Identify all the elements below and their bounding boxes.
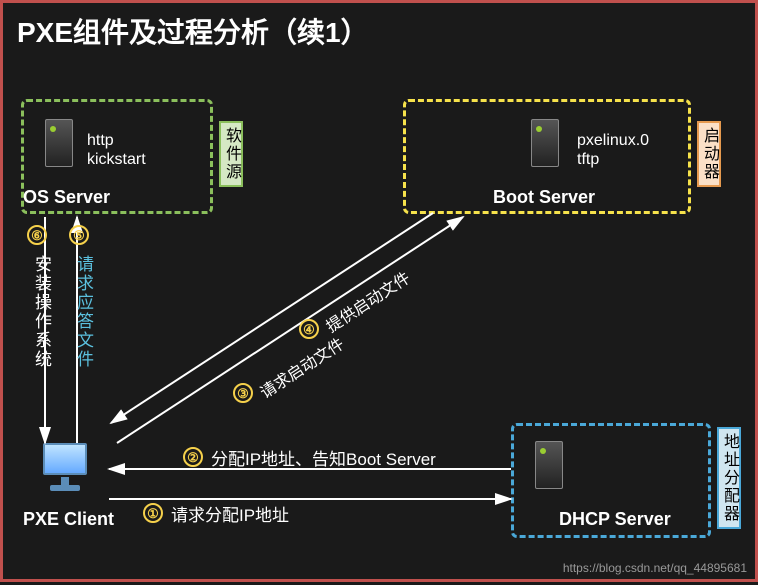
boot-server-label: Boot Server xyxy=(493,187,595,208)
page-title: PXE组件及过程分析（续1） xyxy=(17,11,369,51)
step-5-num: ⑤ xyxy=(69,225,89,245)
step-1-num: ① xyxy=(143,503,163,523)
os-sub-label: http kickstart xyxy=(87,131,146,169)
step-4-text: 提供启动文件 xyxy=(320,265,414,337)
step-3-num: ③ xyxy=(233,383,253,403)
dhcp-tag: 地址分配器 xyxy=(717,427,741,529)
os-tag: 软件源 xyxy=(219,121,243,187)
step-1-text: 请求分配IP地址 xyxy=(171,501,289,526)
step-6-num: ⑥ xyxy=(27,225,47,245)
watermark: https://blog.csdn.net/qq_44895681 xyxy=(563,561,747,575)
step-6-text: 安装操作系统 xyxy=(29,255,54,369)
dhcp-server-label: DHCP Server xyxy=(559,509,671,530)
step-3-text: 请求启动文件 xyxy=(254,331,348,403)
pxe-client-label: PXE Client xyxy=(23,509,114,530)
os-server-label: OS Server xyxy=(23,187,110,208)
step-2-num: ② xyxy=(183,447,203,467)
step-5-text: 请求应答文件 xyxy=(71,255,96,369)
server-icon xyxy=(41,115,77,171)
boot-tag: 启动器 xyxy=(697,121,721,187)
server-icon xyxy=(531,437,567,493)
step-2-text: 分配IP地址、告知Boot Server xyxy=(211,445,436,470)
boot-sub-label: pxelinux.0 tftp xyxy=(577,131,649,169)
client-icon xyxy=(35,443,95,497)
step-4-num: ④ xyxy=(299,319,319,339)
server-icon xyxy=(527,115,563,171)
